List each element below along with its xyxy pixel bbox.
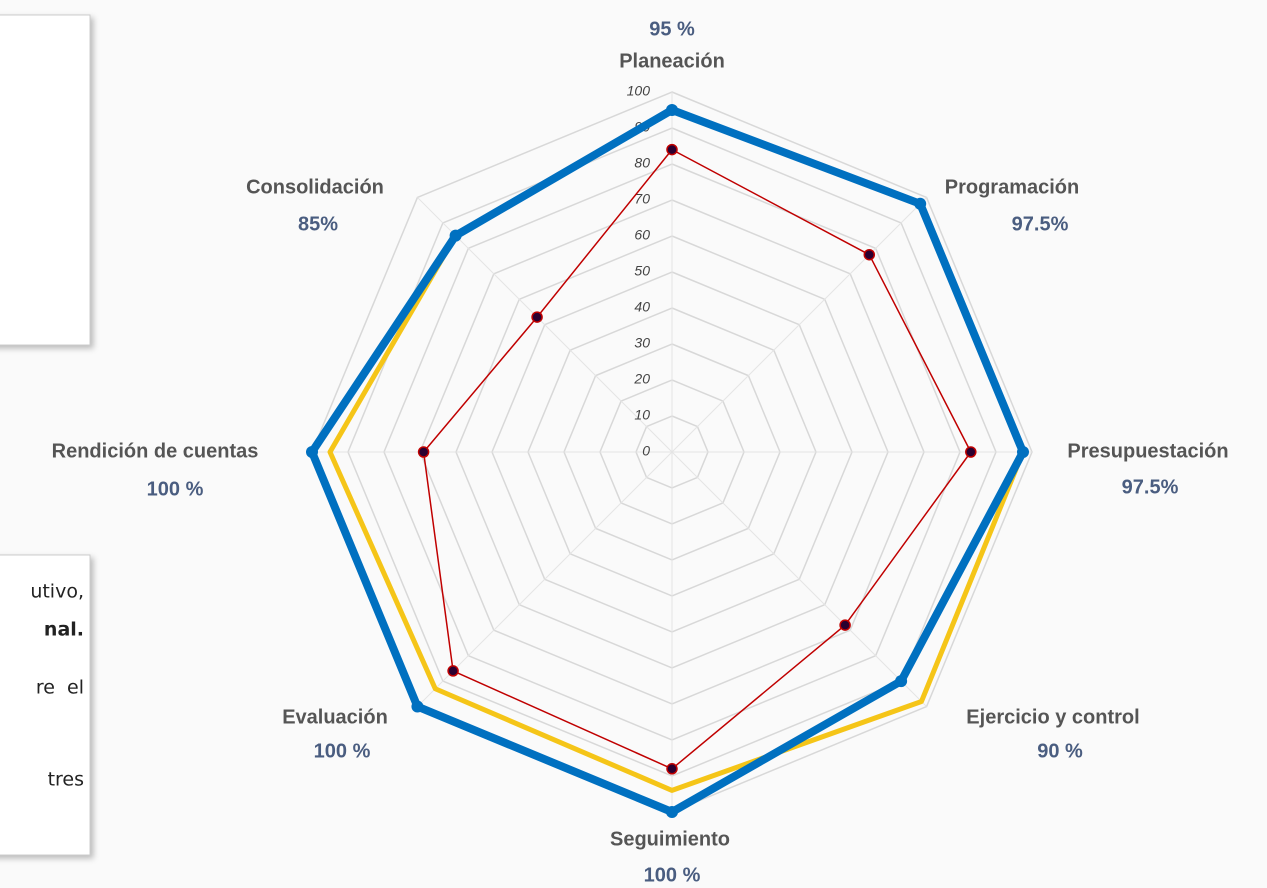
value-label: 100 %	[644, 864, 701, 886]
side-box	[0, 554, 91, 856]
series-line	[422, 148, 972, 770]
value-label: 100 %	[314, 740, 371, 762]
value-label: 97.5%	[1122, 476, 1179, 498]
marker	[306, 446, 318, 458]
side-text: utivo,	[30, 581, 84, 603]
marker	[447, 665, 459, 677]
marker	[839, 619, 851, 631]
category-label: Seguimiento	[610, 828, 730, 850]
value-label: 100 %	[147, 478, 204, 500]
marker	[666, 763, 678, 775]
category-label: Presupuestación	[1067, 440, 1228, 462]
marker	[666, 143, 678, 156]
tick-label: 50	[634, 263, 650, 279]
side-text: nal.	[44, 619, 84, 641]
marker	[666, 806, 678, 818]
value-label: 95 %	[649, 18, 695, 40]
tick-label: 80	[634, 155, 650, 171]
category-label: Programación	[945, 176, 1079, 198]
side-text: re el	[36, 677, 84, 699]
tick-label: 0	[642, 443, 650, 459]
tick-label: 100	[627, 83, 651, 99]
spoke	[671, 197, 927, 453]
tick-label: 20	[633, 371, 650, 387]
marker	[895, 675, 908, 688]
marker	[417, 446, 430, 458]
tick-label: 30	[634, 335, 650, 351]
marker	[914, 197, 927, 210]
tick-label: 70	[634, 191, 650, 207]
value-label: 90 %	[1037, 740, 1083, 762]
category-label: Planeación	[619, 50, 725, 72]
tick-label: 10	[634, 407, 650, 423]
side-text: tres	[48, 769, 84, 791]
side-box	[0, 14, 91, 346]
marker	[531, 311, 543, 323]
marker	[449, 229, 462, 242]
value-label: 85%	[298, 213, 338, 235]
value-label: 97.5%	[1012, 213, 1069, 235]
marker	[666, 104, 678, 116]
category-label: Evaluación	[282, 706, 388, 728]
spoke	[417, 197, 673, 453]
tick-label: 40	[634, 299, 650, 315]
category-label: Consolidación	[246, 176, 384, 198]
marker	[965, 446, 977, 458]
category-label: Rendición de cuentas	[52, 440, 259, 462]
marker	[1017, 446, 1029, 458]
spoke	[417, 451, 673, 707]
spoke	[671, 451, 927, 707]
series-line	[327, 107, 1026, 793]
tick-label: 60	[634, 227, 650, 243]
category-label: Ejercicio y control	[966, 706, 1139, 728]
marker	[863, 248, 876, 261]
marker	[411, 700, 424, 713]
